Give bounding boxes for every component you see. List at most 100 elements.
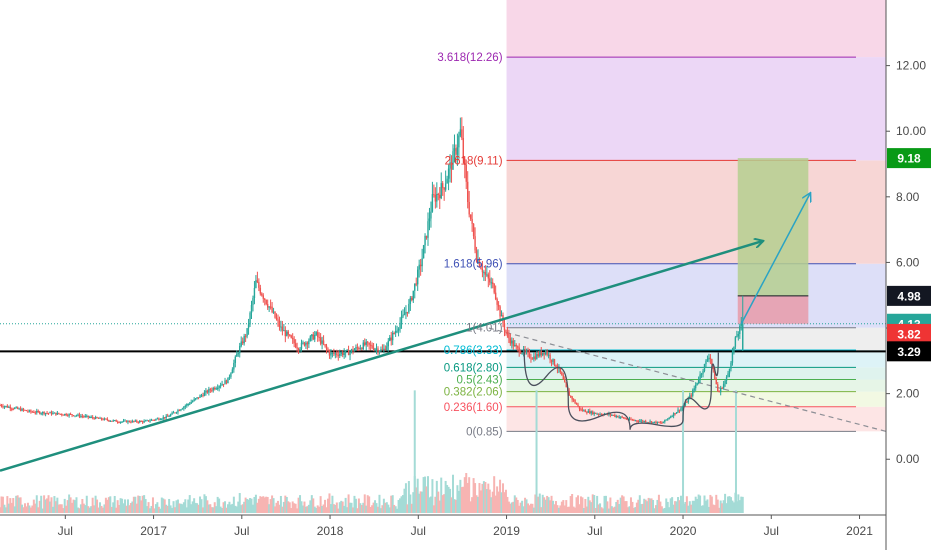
candle-body <box>719 388 722 393</box>
candle-body <box>515 345 517 347</box>
candle-body <box>402 314 404 317</box>
candle-body <box>319 337 322 344</box>
volume-bar <box>382 498 385 513</box>
candle-body <box>131 420 134 423</box>
fib-zone <box>506 367 886 380</box>
y-tick-label: 2.00 <box>896 387 920 401</box>
volume-bar <box>637 499 640 513</box>
candle-body <box>211 390 213 392</box>
candle-body <box>705 360 707 364</box>
candle-body <box>0 405 1 407</box>
volume-bar <box>697 494 700 513</box>
volume-bar <box>346 507 349 513</box>
volume-bar <box>331 495 334 513</box>
volume-bar <box>381 505 384 513</box>
volume-bar <box>660 506 663 513</box>
candle-body <box>47 413 50 415</box>
candle-body <box>630 418 632 420</box>
candle-body <box>409 297 412 304</box>
volume-bar <box>303 501 306 513</box>
candle-body <box>97 417 100 419</box>
candle-body <box>543 353 545 355</box>
volume-bar <box>384 502 387 513</box>
volume-bar <box>163 499 166 513</box>
volume-bar <box>309 500 312 513</box>
volume-bar <box>350 502 353 513</box>
fib-zone <box>506 327 886 351</box>
candle-body <box>134 420 137 422</box>
volume-bar <box>538 493 541 513</box>
candle-body <box>297 348 300 351</box>
volume-bar <box>621 495 624 513</box>
volume-bar <box>581 497 584 513</box>
volume-bar <box>93 505 96 513</box>
candle-body <box>639 420 641 422</box>
candle-body <box>119 421 122 423</box>
volume-bar <box>151 497 154 513</box>
volume-bar <box>554 501 557 513</box>
candle-body <box>449 162 451 169</box>
volume-bar <box>326 498 329 513</box>
candle-body <box>464 158 466 165</box>
candle-body <box>714 369 716 380</box>
volume-bar <box>201 507 204 513</box>
volume-bar <box>732 502 735 513</box>
volume-bar <box>340 500 343 513</box>
fib-level-label: 0(0.85) <box>466 426 503 438</box>
volume-bar <box>362 502 365 513</box>
candle-body <box>372 347 375 350</box>
volume-bar <box>666 501 669 513</box>
candle-body <box>333 352 335 354</box>
candle-body <box>646 422 648 424</box>
fib-level-label: 2.618(9.11) <box>445 155 503 167</box>
candle-body <box>322 340 325 345</box>
volume-bar <box>154 504 157 513</box>
volume-bar <box>307 504 310 513</box>
candle-body <box>293 339 295 344</box>
volume-bar <box>332 504 335 513</box>
volume-bar <box>28 505 31 513</box>
volume-bar <box>454 499 457 513</box>
volume-bar <box>497 491 500 513</box>
volume-bar <box>29 507 32 513</box>
candle-body <box>590 411 592 414</box>
candle-body <box>415 283 417 285</box>
volume-bar <box>249 498 252 513</box>
volume-bar <box>609 497 612 513</box>
volume-bar <box>466 482 469 513</box>
candle-body <box>278 320 281 327</box>
candle-body <box>31 411 34 413</box>
candle-body <box>303 342 306 346</box>
candle-body <box>653 421 656 423</box>
candle-body <box>572 399 575 401</box>
volume-bar <box>135 503 138 513</box>
candle-body <box>368 342 370 345</box>
candle-body <box>540 351 542 356</box>
candle-body <box>199 395 201 398</box>
volume-bar <box>449 488 452 513</box>
volume-bar <box>181 504 184 513</box>
volume-bar <box>257 498 260 513</box>
volume-bar <box>481 483 484 513</box>
volume-bar <box>641 503 644 513</box>
candle-body <box>177 410 179 413</box>
volume-bar <box>329 504 332 513</box>
volume-bar <box>385 502 388 513</box>
candle-body <box>492 282 494 284</box>
candle-body <box>519 352 522 354</box>
candle-body <box>343 353 345 356</box>
volume-bar <box>507 501 510 513</box>
volume-bar <box>404 483 407 513</box>
candle-body <box>111 420 113 422</box>
volume-bar <box>269 499 272 513</box>
candle-body <box>517 346 519 348</box>
candle-body <box>478 258 481 267</box>
fib-level-label: 0.5(2.43) <box>457 375 503 387</box>
volume-bar <box>537 496 540 513</box>
volume-bar <box>657 494 660 513</box>
candle-body <box>437 193 439 195</box>
candle-body <box>352 349 354 352</box>
candle-body <box>191 400 194 403</box>
candle-body <box>380 349 382 352</box>
